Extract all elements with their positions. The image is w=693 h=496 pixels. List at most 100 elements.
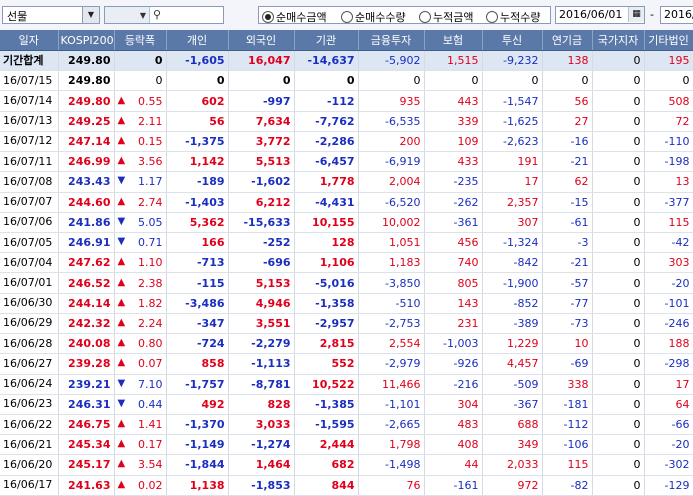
table-row[interactable]: 16/07/12 247.14 ▲ 0.15 -1,375 3,772 -2,286 200 1…: [0, 131, 693, 153]
table-row[interactable]: 16/06/29 242.32 ▲ 2.24 -347 3,551 -2,957 -2,753…: [0, 313, 693, 335]
table-row[interactable]: 16/06/28 240.08 ▲ 0.80 -724 -2,279 2,815 2,554-…: [0, 333, 693, 355]
col-header[interactable]: 기타법인: [644, 30, 693, 51]
cell-ins: 443: [424, 90, 483, 112]
cell-gov: 0: [592, 192, 645, 213]
table-row[interactable]: 16/06/17 241.63 ▲ 0.02 1,138 -1,853 844 76 -161 9…: [0, 475, 693, 496]
cell-kospi200: 249.80: [58, 70, 115, 92]
cell-other: -101: [644, 293, 693, 314]
table-row[interactable]: 16/07/08 243.43 ▼ 1.17 -189 -1,602 1,778 2,004-…: [0, 171, 693, 193]
cell-fin: 2,004: [358, 171, 425, 193]
cell-gov: 0: [592, 111, 645, 132]
summary-row[interactable]: 기간합계 249.80 0 -1,605 16,047 -14,637 -5,902 1,51…: [0, 50, 693, 72]
radio-net-buy-quantity[interactable]: 순매수수량: [341, 9, 406, 25]
market-select[interactable]: 선물 ▼: [2, 6, 100, 24]
cell-pension: -21: [542, 151, 593, 173]
cell-personal: -1,375: [166, 131, 229, 153]
cell-pension: -69: [542, 353, 593, 375]
cell-foreign: 3,772: [228, 131, 295, 153]
code-dropdown[interactable]: ▼: [105, 7, 150, 23]
change-value: 0.02: [138, 478, 163, 492]
cell-personal: -724: [166, 333, 229, 355]
col-header[interactable]: 외국인: [228, 30, 295, 51]
cell-trust: 17: [482, 171, 543, 193]
chevron-down-icon: ▼: [139, 11, 146, 20]
table-row[interactable]: 16/07/13 249.25 ▲ 2.11 56 7,634 -7,762 -6,535 33…: [0, 111, 693, 132]
calendar-icon[interactable]: ▦: [628, 7, 644, 22]
col-header[interactable]: 연기금: [542, 30, 593, 51]
cell-other: -42: [644, 232, 693, 254]
table-row[interactable]: 16/06/21 245.34 ▲ 0.17 -1,149 -1,274 2,444 1,79…: [0, 434, 693, 456]
col-header[interactable]: KOSPI200: [58, 30, 115, 51]
up-triangle-icon: ▲: [117, 94, 126, 106]
radio-net-buy-amount[interactable]: 순매수금액: [262, 9, 327, 25]
table-row[interactable]: 16/07/05 246.91 ▼ 0.71 166 -252 128 1,051 456 -1,…: [0, 232, 693, 254]
col-header[interactable]: 금융투자: [358, 30, 425, 51]
table-row[interactable]: 16/06/30 244.14 ▲ 1.82 -3,486 4,946 -1,358 -510…: [0, 293, 693, 314]
down-triangle-icon: ▼: [117, 236, 126, 248]
cell-change: 0: [114, 70, 167, 92]
chevron-down-icon[interactable]: ▼: [82, 7, 99, 23]
cell-fin: -2,979: [358, 353, 425, 375]
table-row[interactable]: 16/06/22 246.75 ▲ 1.41 -1,370 3,033 -1,595 -2,6…: [0, 414, 693, 436]
magnifier-icon[interactable]: ⚲: [153, 8, 162, 21]
cell-other: -20: [644, 434, 693, 456]
table-row[interactable]: 16/07/06 241.86 ▼ 5.05 5,362 -15,633 10,155 10,…: [0, 212, 693, 233]
cell-pension: -61: [542, 212, 593, 233]
cell-change: ▲ 1.41: [114, 414, 167, 436]
col-header[interactable]: 보험: [424, 30, 483, 51]
table-row[interactable]: 16/06/27 239.28 ▲ 0.07 858 -1,113 552 -2,979 -92…: [0, 353, 693, 375]
col-header[interactable]: 투신: [482, 30, 543, 51]
cell-foreign: -696: [228, 252, 295, 274]
start-date-input[interactable]: 2016/06/01: [555, 6, 645, 24]
cell-fin: -6,520: [358, 192, 425, 213]
cell-ins: 339: [424, 111, 483, 132]
cell-pension: -57: [542, 272, 593, 294]
col-header[interactable]: 국가지자: [592, 30, 645, 51]
cell-change: ▼ 1.17: [114, 171, 167, 193]
cell-gov: 0: [592, 252, 645, 274]
cell-other: 64: [644, 394, 693, 415]
cell-kospi200: 247.62: [58, 252, 115, 274]
end-date-input[interactable]: 2016/: [660, 6, 693, 24]
col-header[interactable]: 기관: [294, 30, 359, 51]
col-header[interactable]: 개인: [166, 30, 229, 51]
up-triangle-icon: ▲: [117, 155, 126, 167]
cell-fin: -6,919: [358, 151, 425, 173]
cell-change: ▼ 0.44: [114, 394, 167, 415]
table-row[interactable]: 16/06/24 239.21 ▼ 7.10 -1,757 -8,781 10,522 11,…: [0, 374, 693, 395]
cell-other: 17: [644, 374, 693, 395]
cell-trust: 688: [482, 414, 543, 436]
radio-cumulative-amount[interactable]: 누적금액: [419, 9, 473, 25]
cell-fin: 10,002: [358, 212, 425, 233]
table-row[interactable]: 16/07/01 246.52 ▲ 2.38 -115 5,153 -5,016 -3,850…: [0, 272, 693, 294]
table-row[interactable]: 16/07/14 249.80 ▲ 0.55 602 -997 -112 935 443 -1,5…: [0, 90, 693, 112]
cell-other: 0: [644, 70, 693, 92]
cell-kospi200: 246.31: [58, 394, 115, 415]
radio-cumulative-quantity[interactable]: 누적수량: [486, 9, 540, 25]
cell-inst: 2,444: [294, 434, 359, 456]
table-row[interactable]: 16/06/20 245.17 ▲ 3.54 -1,844 1,464 682 -1,498 4…: [0, 454, 693, 476]
cell-other: -377: [644, 192, 693, 213]
col-header[interactable]: 일자: [0, 30, 59, 51]
cell-foreign: 1,464: [228, 454, 295, 476]
table-row[interactable]: 16/07/11 246.99 ▲ 3.56 1,142 5,513 -6,457 -6,91…: [0, 151, 693, 173]
up-triangle-icon: ▲: [117, 438, 126, 450]
total-row[interactable]: 16/07/15 249.80 0 0 0 0 0 0 0 0 0 0: [0, 70, 693, 92]
table-row[interactable]: 16/06/23 246.31 ▼ 0.44 492 828 -1,385 -1,101 304…: [0, 394, 693, 415]
cell-kospi200: 243.43: [58, 171, 115, 193]
cell-date: 16/07/08: [0, 171, 59, 193]
cell-ins: 805: [424, 272, 483, 294]
table-row[interactable]: 16/07/04 247.62 ▲ 1.10 -713 -696 1,106 1,183 740…: [0, 252, 693, 274]
cell-inst: 10,522: [294, 374, 359, 395]
cell-kospi200: 244.60: [58, 192, 115, 213]
table-row[interactable]: 16/07/07 244.60 ▲ 2.74 -1,403 6,212 -4,431 -6,5…: [0, 192, 693, 213]
cell-inst: 10,155: [294, 212, 359, 233]
cell-fin: -5,902: [358, 50, 425, 72]
cell-fin: -1,101: [358, 394, 425, 415]
cell-gov: 0: [592, 434, 645, 456]
col-header[interactable]: 등락폭: [114, 30, 167, 51]
cell-trust: 2,033: [482, 454, 543, 476]
cell-ins: 483: [424, 414, 483, 436]
cell-personal: 602: [166, 90, 229, 112]
code-search-box[interactable]: ▼ ⚲: [104, 6, 224, 24]
